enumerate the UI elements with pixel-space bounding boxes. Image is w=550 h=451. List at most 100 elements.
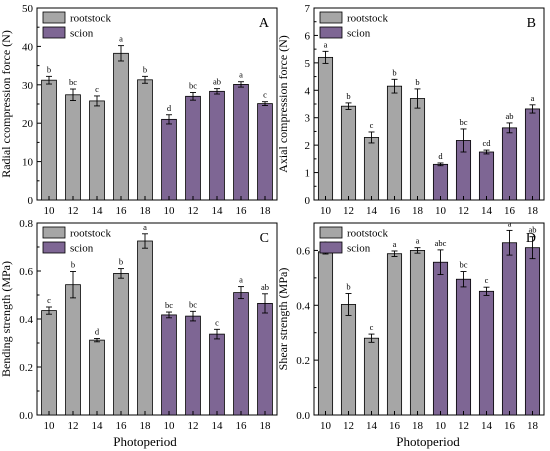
panel-b-bar-rootstock	[386, 85, 403, 201]
panel-c-ytick-label: 0.4	[19, 314, 33, 326]
panel-d-sig-label: a	[416, 236, 420, 246]
panel-c-sig-label: bc	[165, 300, 173, 310]
panel-d-legend-label-rootstock: rootstock	[347, 228, 388, 240]
panel-c-xtick-label: 14	[212, 420, 224, 432]
panel-b-ytick-label: 6	[305, 30, 311, 42]
panel-c-ylabel: Bending strength (MPa)	[0, 261, 13, 377]
panel-c-sig-label: b	[71, 259, 75, 269]
panel-d: 0.0 0.2 0.4 0.6 Shear strength (MPa) Da 10 b 12 c…	[276, 218, 545, 432]
panel-c-legend-label-scion: scion	[70, 243, 94, 255]
panel-b-ytick-label: 3	[305, 113, 311, 125]
panel-b-xtick-label: 10	[435, 205, 447, 217]
panel-d-xtick-label: 18	[527, 420, 539, 432]
panel-d-bar-scion	[455, 278, 472, 416]
panel-a-sig-label: b	[143, 64, 147, 74]
panel-c-sig-label: a	[239, 275, 243, 285]
panel-a-xtick-label: 10	[164, 205, 176, 217]
panel-b-sig-label: b	[346, 91, 350, 101]
panel-b-sig-label: cd	[482, 138, 491, 148]
panel-b-xtick-label: 12	[458, 205, 469, 217]
panel-b-xtick-label: 16	[389, 205, 401, 217]
panel-a-bar-rootstock	[113, 52, 129, 201]
panel-d-bar-rootstock	[409, 250, 426, 416]
panel-d-bar-scion	[524, 247, 541, 416]
panel-a-bar-scion	[161, 118, 177, 201]
panel-d-bar-scion	[501, 242, 518, 416]
panel-b-ytick-label: 5	[305, 58, 311, 70]
panel-c-bar-rootstock	[137, 240, 153, 416]
bottom-left-xlabel: Photoperiod	[113, 434, 177, 449]
panel-a-sig-label: d	[167, 103, 172, 113]
panel-d-xtick-label: 12	[343, 420, 354, 432]
panel-b-xtick-label: 18	[412, 205, 424, 217]
panel-c-ytick-label: 0.8	[19, 218, 33, 230]
panel-d-xtick-label: 18	[412, 420, 424, 432]
panel-d-ytick-label: 0.4	[296, 300, 310, 312]
panel-d-sig-label: c	[485, 275, 489, 285]
panel-c-ytick-label: 0.2	[19, 362, 33, 374]
panel-a-bar-scion	[257, 103, 273, 201]
panel-d-xtick-label: 14	[481, 420, 493, 432]
panel-a-ytick-label: 20	[22, 118, 34, 130]
panel-d-frame	[313, 222, 545, 416]
panel-c-bar-scion	[185, 315, 201, 416]
panel-d-xtick-label: 12	[458, 420, 469, 432]
panel-c-xtick-label: 12	[68, 420, 79, 432]
panel-a-bar-rootstock	[65, 94, 81, 201]
panel-c-legend-label-rootstock: rootstock	[70, 228, 111, 240]
panel-b-sig-label: c	[370, 120, 374, 130]
panel-b-legend-label-scion: scion	[347, 28, 371, 40]
panel-d-letter: D	[526, 231, 536, 246]
panel-c-xtick-label: 14	[92, 420, 104, 432]
panel-a-xtick-label: 14	[212, 205, 224, 217]
panel-b-legend-swatch-rootstock	[319, 11, 343, 24]
panel-c-bar-rootstock	[89, 339, 105, 416]
panel-c-letter: C	[260, 231, 269, 246]
panel-a-xtick-label: 14	[92, 205, 104, 217]
panel-a-xtick-label: 16	[116, 205, 128, 217]
panel-d-sig-label: abc	[435, 238, 447, 248]
panel-a-ytick-label: 50	[22, 3, 34, 15]
panel-b-sig-label: a	[531, 93, 535, 103]
panel-a-bar-scion	[209, 90, 225, 201]
panel-c-sig-label: bc	[189, 299, 197, 309]
panel-a-ytick-label: 10	[22, 157, 34, 169]
panel-d-sig-label: a	[508, 218, 512, 228]
panel-b-bar-scion	[478, 151, 495, 201]
panel-d-bar-scion	[478, 290, 495, 416]
panel-b-xtick-label: 14	[481, 205, 493, 217]
panel-b-bar-rootstock	[363, 137, 380, 201]
panel-b-legend-swatch-scion	[319, 26, 343, 39]
panel-b-xtick-label: 12	[343, 205, 354, 217]
panel-c-ytick-label: 0.0	[19, 410, 33, 422]
panel-a-xtick-label: 16	[236, 205, 248, 217]
panel-b-sig-label: ab	[505, 111, 513, 121]
panel-c-bar-scion	[233, 292, 249, 416]
panel-c-legend-swatch-scion	[42, 241, 66, 254]
panel-d-legend-swatch-scion	[319, 241, 343, 254]
panel-a-sig-label: b	[47, 64, 51, 74]
panel-c-xtick-label: 16	[116, 420, 128, 432]
panel-b-sig-label: b	[392, 67, 396, 77]
panel-b-xtick-label: 18	[527, 205, 539, 217]
panel-b-xtick-label: 16	[504, 205, 516, 217]
panel-b-xtick-label: 10	[320, 205, 332, 217]
panel-d-sig-label: ab	[528, 225, 536, 235]
panel-d-ylabel: Shear strength (MPa)	[276, 268, 290, 371]
panel-a-sig-label: a	[119, 34, 123, 44]
panel-d-xtick-label: 14	[366, 420, 378, 432]
panel-a-legend-swatch-scion	[42, 26, 66, 39]
panel-d-sig-label: a	[393, 239, 397, 249]
panel-c-xtick-label: 10	[44, 420, 56, 432]
panel-b-bar-scion	[501, 127, 518, 201]
panel-b-ytick-label: 4	[305, 85, 311, 97]
panel-a-ytick-label: 40	[22, 41, 34, 53]
panel-b-bar-rootstock	[409, 98, 426, 201]
panel-b-ytick-label: 2	[305, 140, 311, 152]
panel-c-sig-label: c	[47, 295, 51, 305]
panel-a-legend-label-rootstock: rootstock	[70, 13, 111, 25]
panel-d-sig-label: c	[370, 322, 374, 332]
bottom-right-xlabel: Photoperiod	[396, 434, 460, 449]
panel-a-ylabel: Radial ccompression force (N)	[0, 30, 13, 178]
